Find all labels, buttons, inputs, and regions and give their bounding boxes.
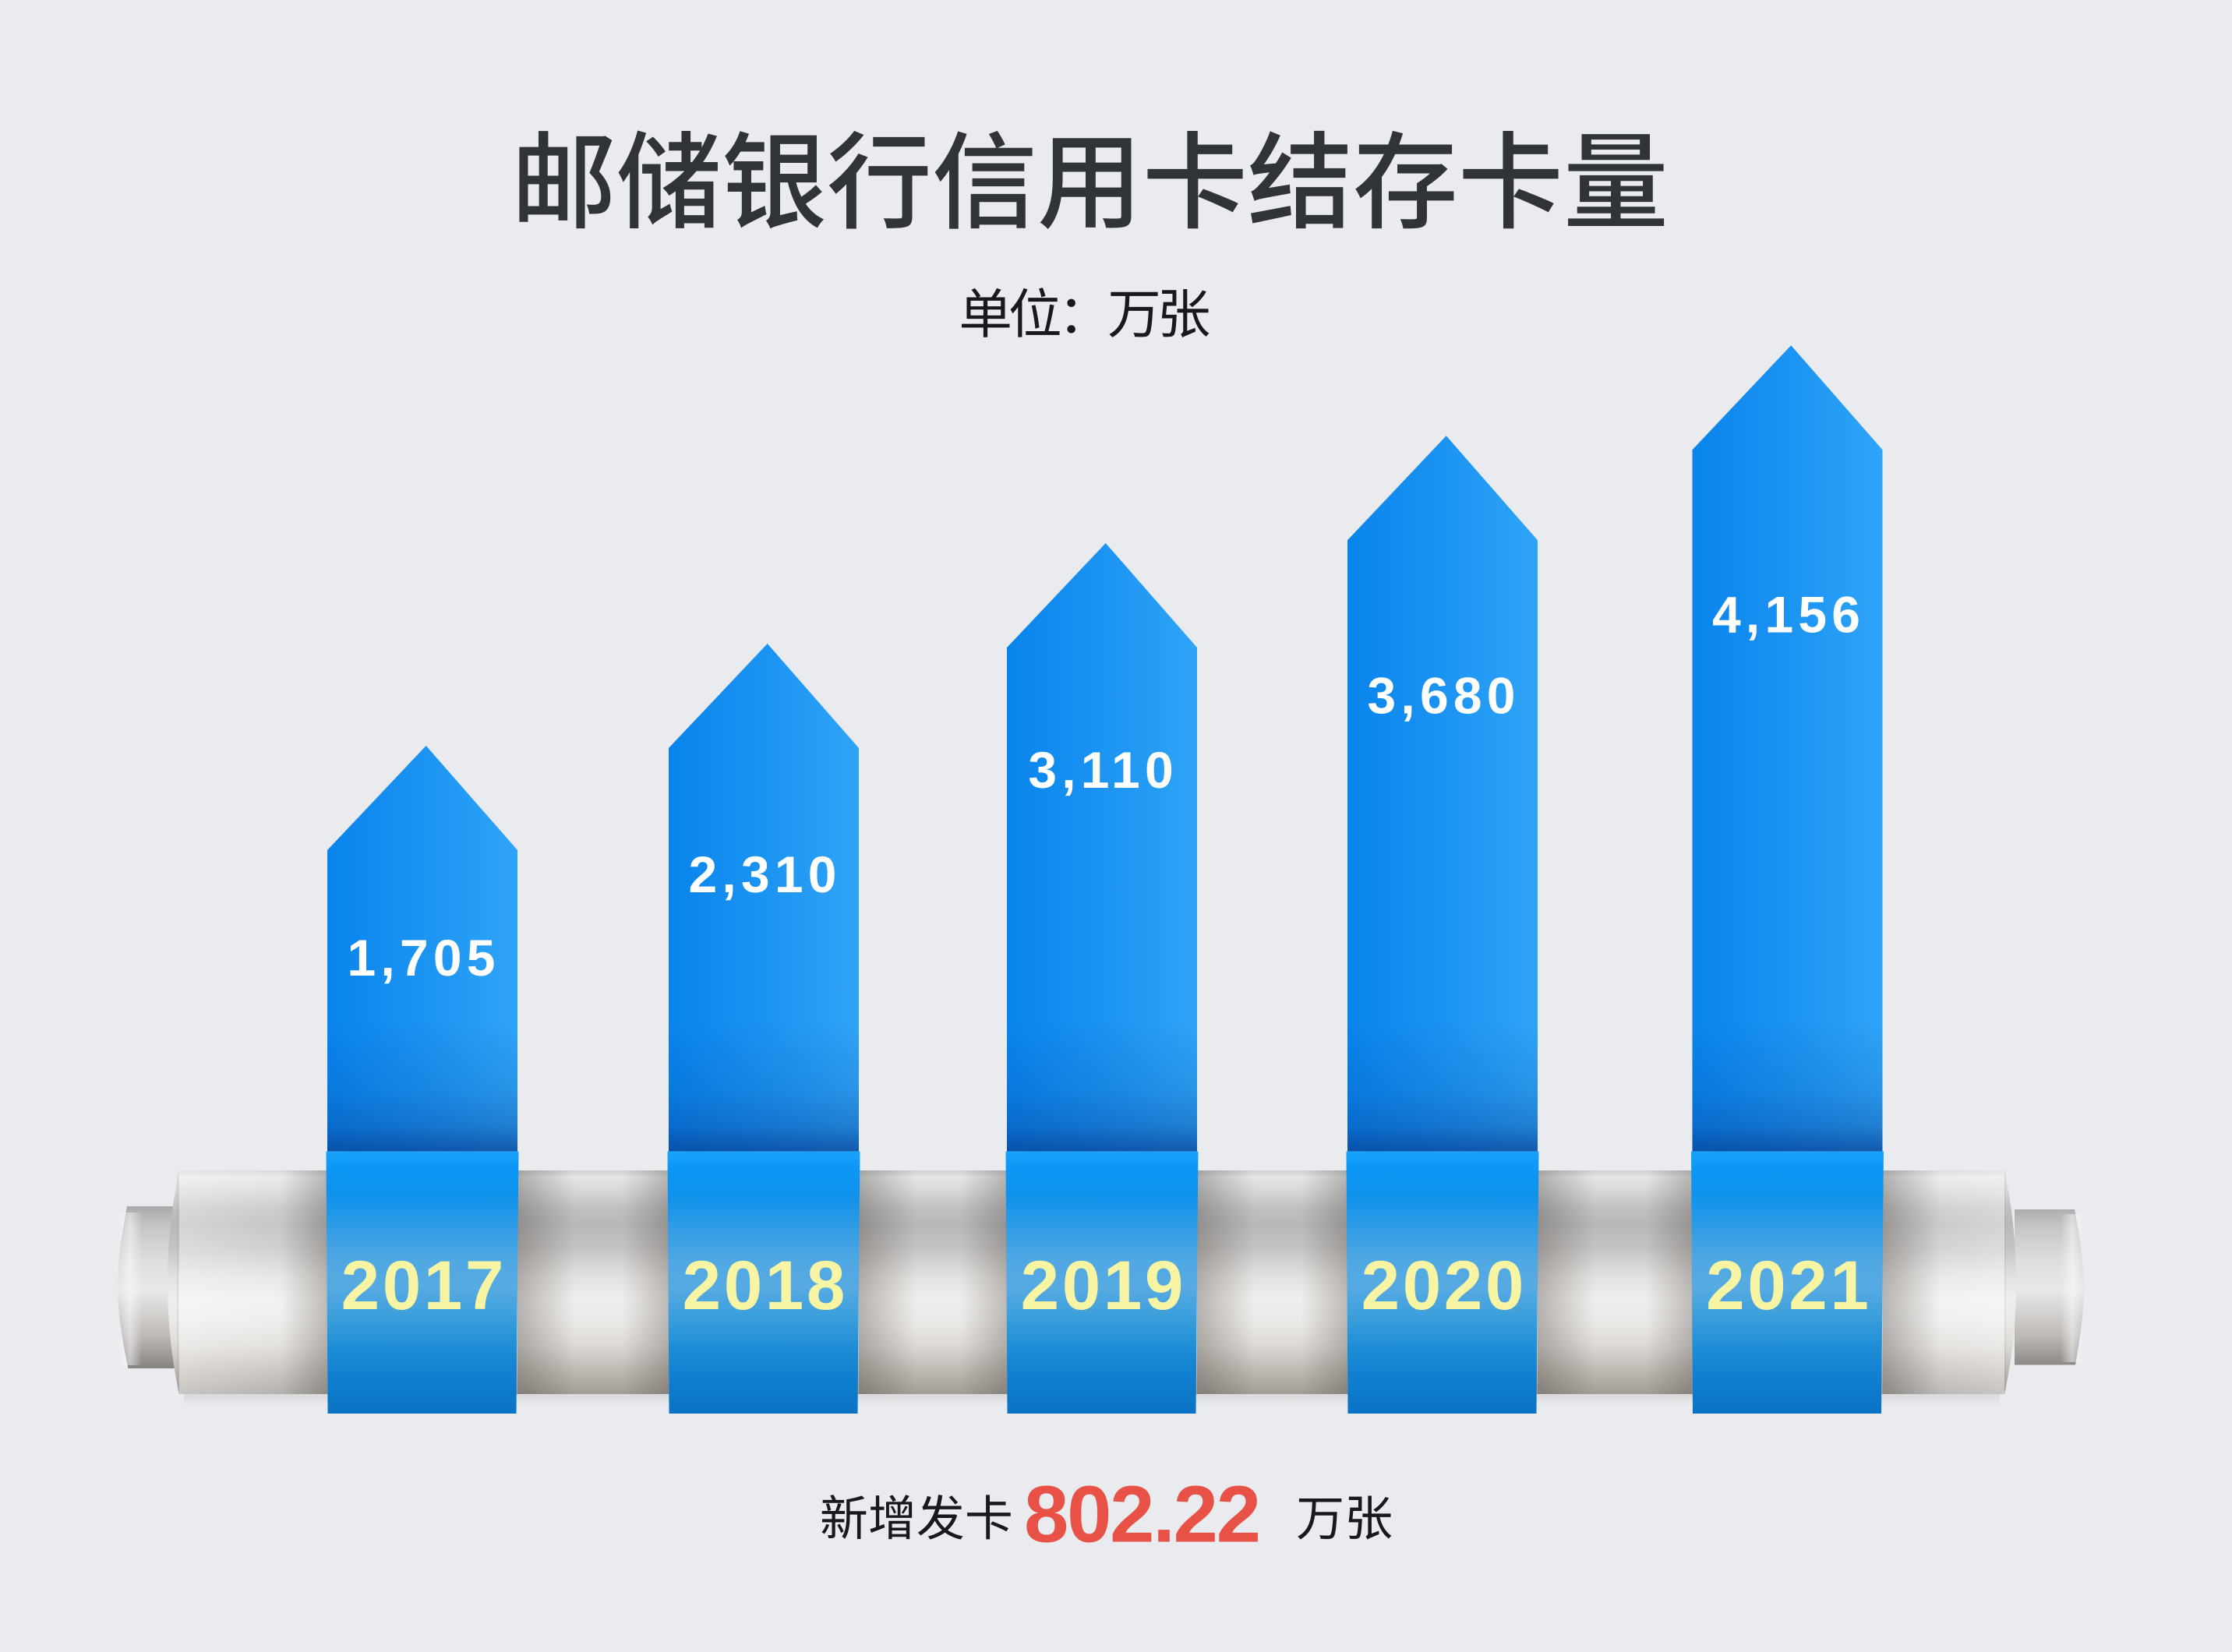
svg-text:1,705: 1,705 bbox=[348, 929, 500, 987]
svg-text:802.22: 802.22 bbox=[1024, 1470, 1259, 1559]
svg-text:4,156: 4,156 bbox=[1712, 586, 1865, 644]
svg-text:2,310: 2,310 bbox=[689, 845, 842, 903]
svg-text:3,110: 3,110 bbox=[1028, 741, 1178, 799]
svg-text:2017: 2017 bbox=[341, 1246, 507, 1324]
svg-text:3,680: 3,680 bbox=[1368, 667, 1520, 725]
svg-text:2019: 2019 bbox=[1021, 1246, 1186, 1324]
svg-text:2020: 2020 bbox=[1361, 1246, 1527, 1324]
svg-text:2021: 2021 bbox=[1706, 1246, 1871, 1324]
svg-text:2018: 2018 bbox=[683, 1246, 848, 1324]
